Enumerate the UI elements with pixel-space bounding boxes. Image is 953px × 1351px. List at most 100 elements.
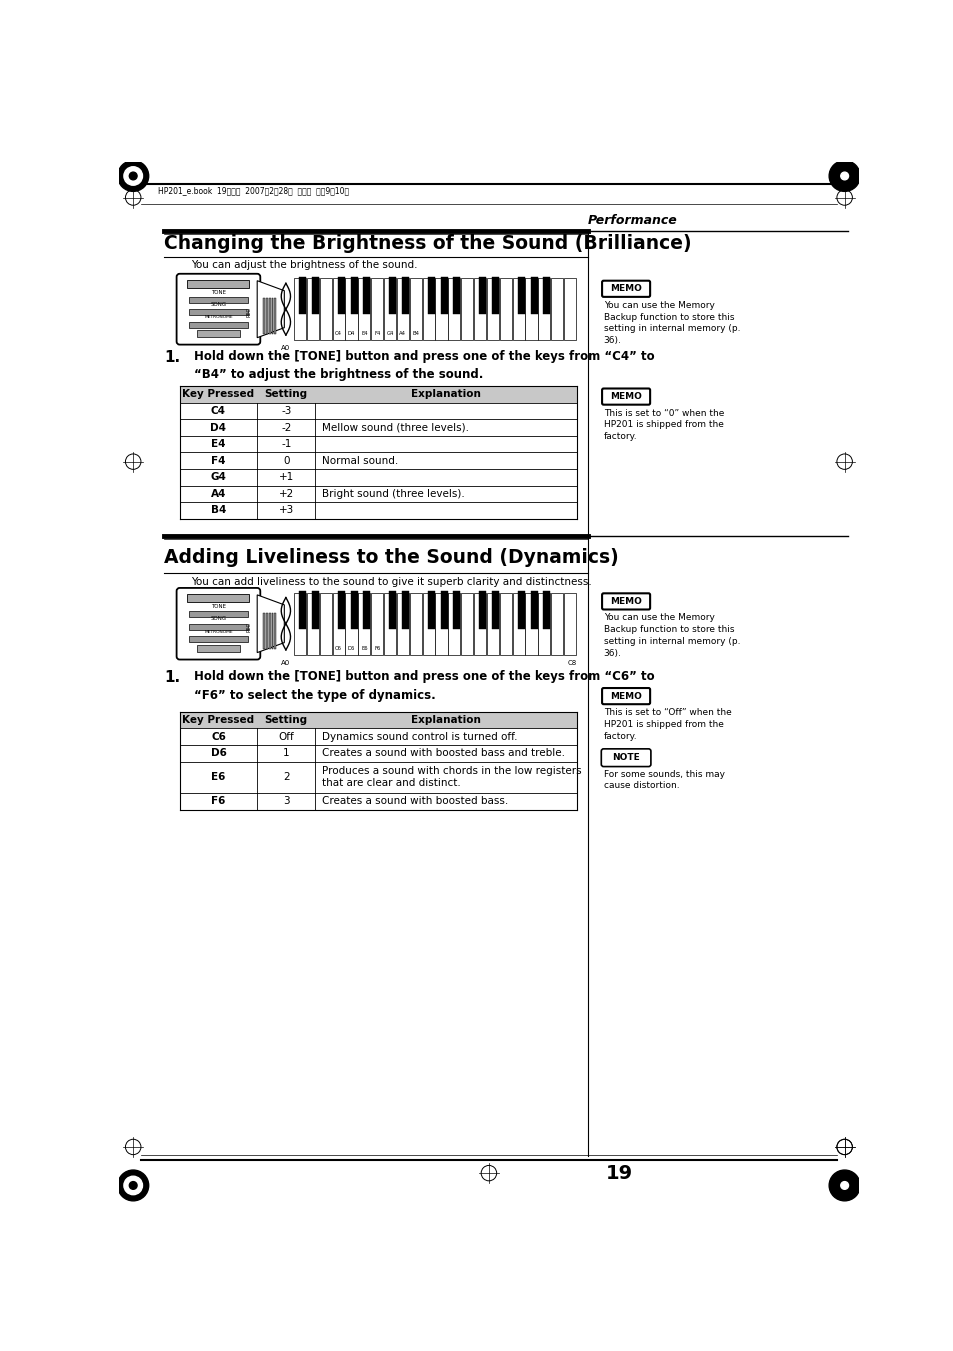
Bar [422,593,435,655]
Bar [517,590,524,630]
Bar [269,613,271,648]
Text: 3: 3 [283,796,290,807]
Text: For some sounds, this may
cause distortion.: For some sounds, this may cause distorti… [603,770,724,790]
Text: A4: A4 [211,489,226,499]
Text: Normal sound.: Normal sound. [321,455,397,466]
Bar [478,277,486,315]
Circle shape [840,172,847,180]
Bar [294,278,306,340]
Bar [384,593,395,655]
Bar [551,593,562,655]
Text: B4: B4 [211,505,226,515]
Text: MEMO: MEMO [610,692,641,701]
Circle shape [117,1170,149,1201]
Circle shape [840,1182,847,1189]
Text: Mellow sound (three levels).: Mellow sound (three levels). [321,423,468,432]
Bar [179,386,576,403]
Circle shape [124,166,142,185]
Text: E4: E4 [360,331,367,336]
Text: Explanation: Explanation [411,715,480,725]
Text: MEMO: MEMO [610,284,641,293]
Text: Setting: Setting [264,715,308,725]
Text: REC: REC [247,621,252,632]
Text: E6: E6 [211,773,226,782]
Text: B4: B4 [412,331,418,336]
Text: A4: A4 [399,331,406,336]
Text: MEMO: MEMO [610,597,641,605]
Bar [269,299,271,334]
Bar [563,278,576,340]
FancyBboxPatch shape [601,688,649,704]
Bar [179,503,576,519]
PathPatch shape [257,281,284,338]
Bar [312,277,318,315]
Circle shape [828,161,860,192]
Bar [453,277,460,315]
Bar [196,644,240,651]
Text: HP201_e.book  19ページ  2007年2月28日  水曜日  午前9時10分: HP201_e.book 19ページ 2007年2月28日 水曜日 午前9時10… [158,186,349,195]
Bar [358,278,370,340]
Bar [427,277,435,315]
Text: C8: C8 [567,659,577,666]
Bar [189,624,248,630]
Text: C6: C6 [335,646,342,651]
Bar [345,593,357,655]
Bar [312,590,318,630]
Bar [525,278,537,340]
Bar [189,322,248,328]
Bar [409,593,421,655]
Text: MEMO: MEMO [610,392,641,401]
Bar [474,593,486,655]
Bar [307,593,318,655]
Bar [337,590,344,630]
Text: 0: 0 [283,455,289,466]
Bar [319,278,332,340]
Text: Key Pressed: Key Pressed [182,715,254,725]
Bar [371,593,383,655]
Bar [448,278,460,340]
Bar [299,590,306,630]
Text: C4: C4 [335,331,342,336]
Text: +2: +2 [278,489,294,499]
Text: Key Pressed: Key Pressed [182,389,254,400]
Bar [474,278,486,340]
Bar [389,277,395,315]
Text: REC: REC [247,308,252,317]
Bar [294,593,306,655]
Bar [551,278,562,340]
Text: Hold down the [TONE] button and press one of the keys from “C4” to: Hold down the [TONE] button and press on… [193,350,654,363]
Text: Adding Liveliness to the Sound (Dynamics): Adding Liveliness to the Sound (Dynamics… [164,547,618,566]
Text: 1.: 1. [164,670,180,685]
Bar [517,277,524,315]
Text: A0: A0 [281,345,291,351]
Bar [179,728,576,744]
Text: “F6” to select the type of dynamics.: “F6” to select the type of dynamics. [193,689,435,701]
Text: -1: -1 [281,439,292,449]
Bar [448,593,460,655]
Bar [530,590,537,630]
Text: “B4” to adjust the brightness of the sound.: “B4” to adjust the brightness of the sou… [193,369,482,381]
Bar [396,593,409,655]
Bar [499,278,512,340]
Bar [492,590,498,630]
Text: 1.: 1. [164,350,180,365]
Text: You can use the Memory
Backup function to store this
setting in internal memory : You can use the Memory Backup function t… [603,301,740,345]
Circle shape [117,161,149,192]
Bar [530,277,537,315]
Bar [337,277,344,315]
Bar [345,278,357,340]
Bar [492,277,498,315]
Bar [401,277,409,315]
Bar [350,590,357,630]
Bar [460,278,473,340]
Text: SONG: SONG [211,616,226,621]
Bar [196,330,240,336]
Bar [266,299,268,334]
Bar [440,277,447,315]
Text: 2: 2 [283,773,290,782]
Text: F6: F6 [211,796,226,807]
Circle shape [828,1170,860,1201]
Bar [371,278,383,340]
Bar [179,453,576,469]
Text: D4: D4 [348,331,355,336]
